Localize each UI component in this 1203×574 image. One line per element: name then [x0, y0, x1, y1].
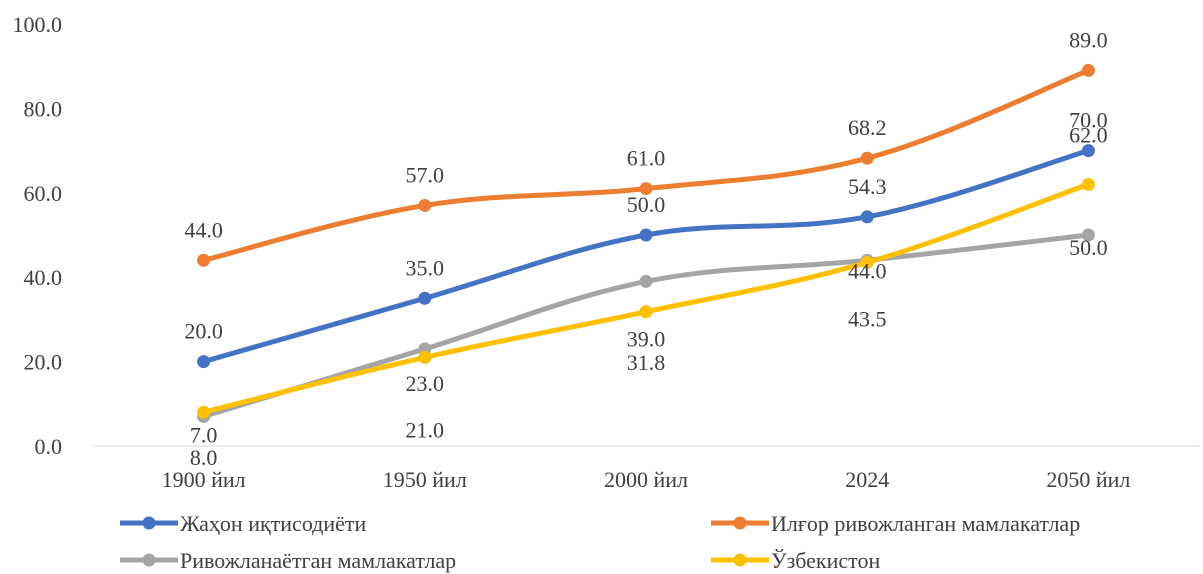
data-point-marker — [1081, 63, 1095, 77]
legend-label: Жаҳон иқтисодиёти — [180, 511, 367, 536]
series-2 — [197, 63, 1095, 267]
legend-swatch-marker — [142, 553, 156, 567]
data-label: 70.0 — [1069, 108, 1108, 133]
data-label: 50.0 — [1069, 235, 1108, 260]
data-point-marker — [418, 291, 432, 305]
data-point-marker — [860, 255, 874, 269]
legend-label: Ривожланаётган мамлакатлар — [180, 548, 456, 573]
data-label: 21.0 — [406, 417, 445, 442]
data-label: 43.5 — [848, 306, 887, 331]
data-point-marker — [197, 253, 211, 267]
legend: Жаҳон иқтисодиёти Илғор ривожланган мамла… — [120, 511, 1080, 573]
y-tick-label: 40.0 — [24, 265, 63, 290]
x-tick-label: 2024 — [845, 467, 889, 492]
legend-swatch-marker — [142, 516, 156, 530]
data-point-marker — [418, 350, 432, 364]
data-label: 7.0 — [190, 422, 218, 447]
data-label: 62.0 — [1069, 122, 1108, 147]
data-label: 8.0 — [190, 445, 218, 470]
y-axis: 0.0 20.0 40.0 60.0 80.0 100.0 — [13, 12, 63, 459]
data-label: 61.0 — [627, 146, 666, 171]
data-point-marker — [639, 305, 653, 319]
series-1 — [197, 144, 1095, 369]
data-point-marker — [1081, 228, 1095, 242]
data-label: 57.0 — [406, 162, 445, 187]
y-tick-label: 60.0 — [24, 181, 63, 206]
legend-item: Жаҳон иқтисодиёти — [120, 511, 367, 536]
data-point-marker — [197, 355, 211, 369]
data-label: 39.0 — [627, 326, 666, 351]
legend-label: Илғор ривожланган мамлакатлар — [771, 511, 1080, 536]
y-tick-label: 0.0 — [35, 434, 63, 459]
plot-area — [197, 63, 1095, 423]
x-tick-label: 2000 йил — [604, 467, 688, 492]
x-tick-label: 1950 йил — [383, 467, 467, 492]
series-4 — [197, 177, 1095, 419]
y-tick-label: 20.0 — [24, 350, 63, 375]
legend-item: Ривожланаётган мамлакатлар — [120, 548, 456, 573]
x-tick-label: 1900 йил — [162, 467, 246, 492]
legend-item: Илғор ривожланган мамлакатлар — [711, 511, 1080, 536]
series-line — [201, 181, 1091, 415]
data-point-marker — [197, 405, 211, 419]
data-point-marker — [639, 182, 653, 196]
data-point-marker — [639, 274, 653, 288]
data-label: 23.0 — [406, 371, 445, 396]
x-axis: 1900 йил 1950 йил 2000 йил 2024 2050 йил — [162, 467, 1131, 492]
data-label: 44.0 — [848, 258, 887, 283]
data-point-marker — [418, 198, 432, 212]
data-point-marker — [639, 228, 653, 242]
data-label: 89.0 — [1069, 27, 1108, 52]
data-label: 20.0 — [184, 319, 223, 344]
legend-swatch-marker — [733, 553, 747, 567]
data-labels: 20.0 35.0 50.0 54.3 70.0 44.0 57.0 61.0 68.2 89.0… — [184, 27, 1107, 470]
data-label: 35.0 — [406, 255, 445, 280]
data-label: 44.0 — [184, 217, 223, 242]
data-point-marker — [860, 151, 874, 165]
data-point-marker — [1081, 177, 1095, 191]
legend-item: Ўзбекистон — [711, 548, 880, 573]
x-tick-label: 2050 йил — [1046, 467, 1130, 492]
y-tick-label: 100.0 — [13, 12, 63, 37]
data-point-marker — [860, 210, 874, 224]
data-point-marker — [1081, 144, 1095, 158]
legend-label: Ўзбекистон — [771, 548, 880, 573]
data-label: 50.0 — [627, 192, 666, 217]
data-label: 54.3 — [848, 174, 887, 199]
legend-swatch-marker — [733, 516, 747, 530]
y-tick-label: 80.0 — [24, 96, 63, 121]
data-label: 31.8 — [627, 350, 666, 375]
data-label: 68.2 — [848, 115, 887, 140]
